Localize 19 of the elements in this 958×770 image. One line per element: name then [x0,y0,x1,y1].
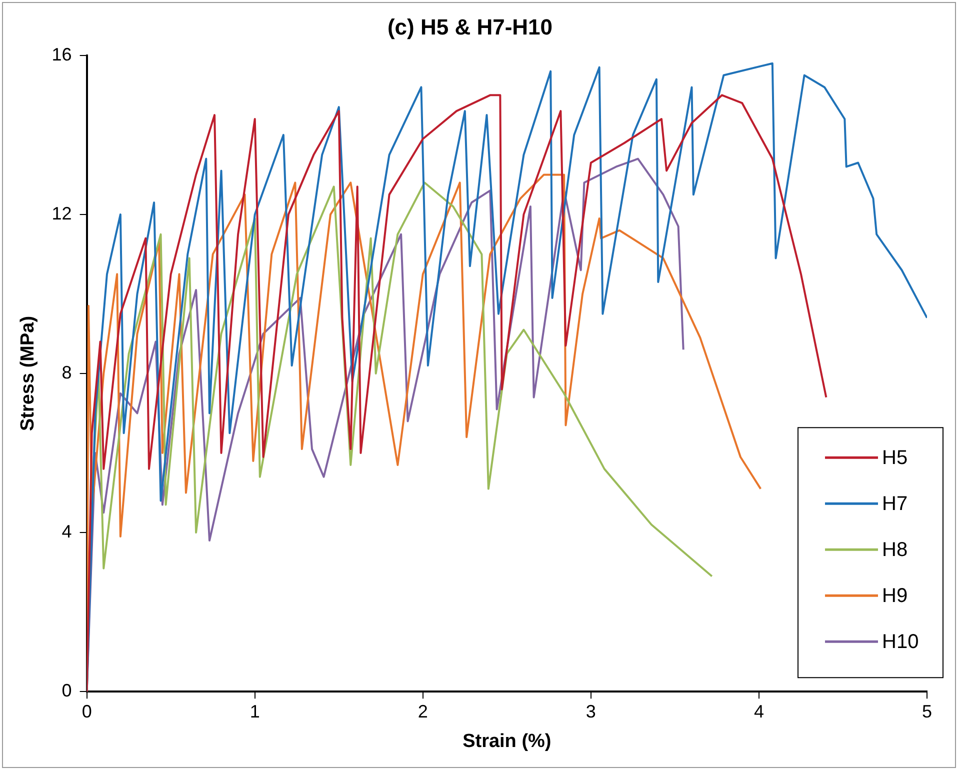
legend-label: H10 [882,631,919,654]
legend-label: H7 [882,493,908,516]
y-axis-title: Stress (MPa) [18,316,39,432]
y-tick-label: 12 [52,203,72,224]
y-tick-label: 8 [62,362,72,382]
y-tick-label: 0 [62,680,72,701]
x-tick-label: 1 [250,701,260,722]
y-tick-label: 16 [52,44,72,64]
x-tick-label: 0 [82,701,92,722]
x-tick-label: 5 [922,701,932,722]
legend-label: H5 [882,447,908,470]
x-axis-title: Strain (%) [462,730,552,752]
x-tick-label: 4 [754,701,764,722]
legend-label: H8 [882,539,908,562]
y-tick-label: 4 [62,522,72,542]
chart-title: (c) H5 & H7-H10 [387,14,553,40]
x-tick-label: 3 [586,701,596,722]
legend-label: H9 [882,585,908,608]
x-tick-label: 2 [418,701,428,722]
